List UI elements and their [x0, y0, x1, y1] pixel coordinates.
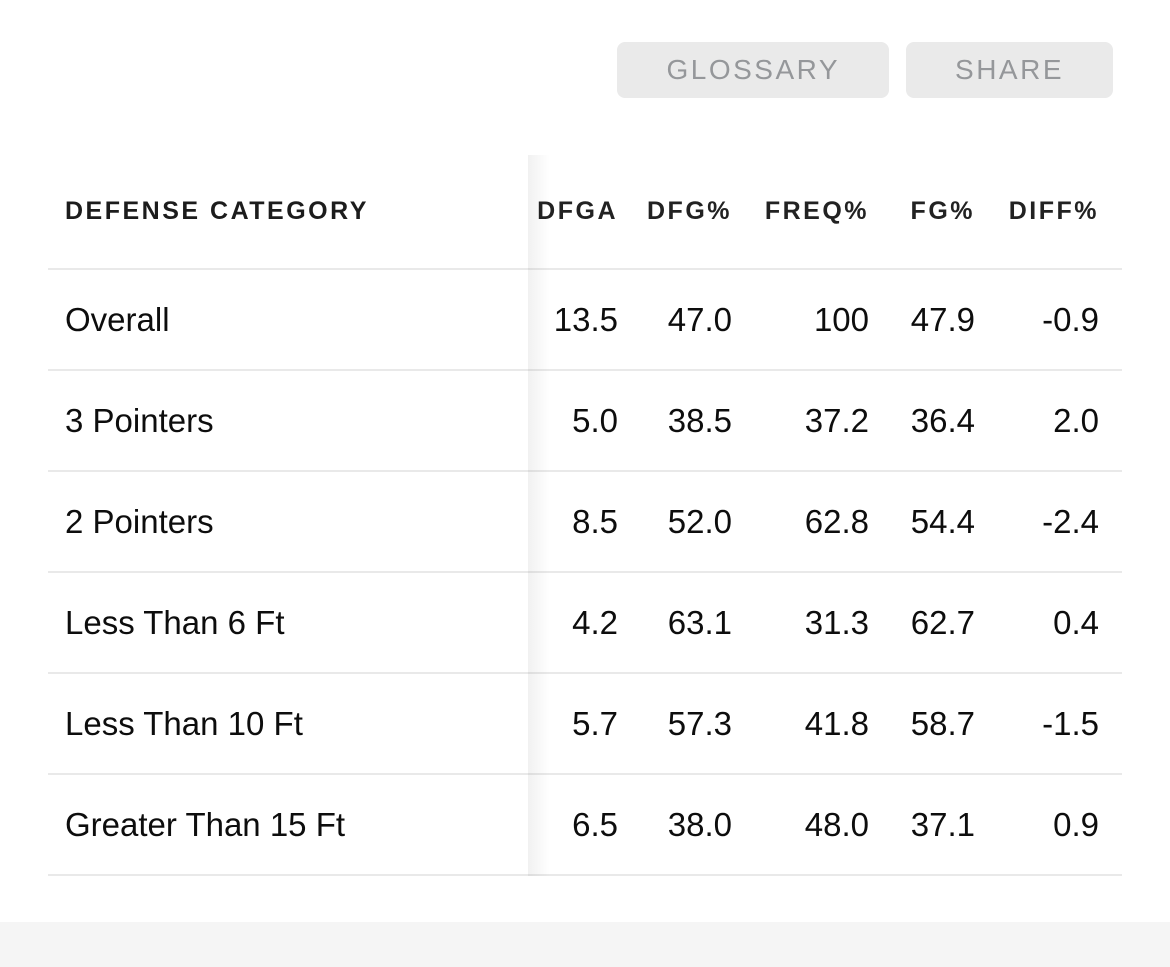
cell-dfg-pct: 38.5: [667, 401, 732, 439]
cell-freq-pct: 31.3: [804, 603, 869, 641]
column-header-freq-pct[interactable]: FREQ%: [764, 197, 869, 225]
column-header-defense-category[interactable]: DEFENSE CATEGORY: [65, 197, 369, 225]
cell-dfg-pct: 63.1: [667, 603, 732, 641]
cell-fg-pct: 54.4: [910, 502, 975, 540]
cell-dfga: 5.7: [572, 704, 618, 742]
glossary-button[interactable]: GLOSSARY: [617, 42, 890, 98]
cell-category: Overall: [65, 300, 170, 338]
cell-category: Greater Than 15 Ft: [65, 805, 346, 843]
cell-dfg-pct: 57.3: [667, 704, 732, 742]
cell-category: Less Than 6 Ft: [65, 603, 285, 641]
cell-category: 2 Pointers: [65, 502, 214, 540]
cell-fg-pct: 47.9: [910, 300, 975, 338]
column-header-diff-pct[interactable]: DIFF%: [1008, 197, 1099, 225]
cell-freq-pct: 48.0: [804, 805, 869, 843]
cell-diff-pct: -1.5: [1042, 704, 1099, 742]
table-row-overall: Overall 13.5 47.0 100 47.9 -0.9: [48, 270, 1122, 371]
cell-fg-pct: 36.4: [910, 401, 975, 439]
cell-category: Less Than 10 Ft: [65, 704, 303, 742]
cell-dfg-pct: 52.0: [667, 502, 732, 540]
cell-freq-pct: 37.2: [804, 401, 869, 439]
cell-dfga: 4.2: [572, 603, 618, 641]
cell-fg-pct: 58.7: [910, 704, 975, 742]
cell-freq-pct: 100: [813, 300, 869, 338]
cell-fg-pct: 62.7: [910, 603, 975, 641]
share-button[interactable]: SHARE: [906, 42, 1113, 98]
cell-category: 3 Pointers: [65, 401, 214, 439]
cell-diff-pct: 2.0: [1053, 401, 1099, 439]
footer-strip: [0, 922, 1170, 967]
table-row-3-pointers: 3 Pointers 5.0 38.5 37.2 36.4 2.0: [48, 371, 1122, 472]
toolbar: GLOSSARY SHARE: [0, 0, 1170, 98]
table-header-row: DEFENSE CATEGORY DFGA DFG% FREQ% FG% DIF…: [48, 155, 1122, 270]
defense-stats-table: DEFENSE CATEGORY DFGA DFG% FREQ% FG% DIF…: [48, 155, 1122, 876]
table-row-less-than-10-ft: Less Than 10 Ft 5.7 57.3 41.8 58.7 -1.5: [48, 674, 1122, 775]
cell-dfg-pct: 38.0: [667, 805, 732, 843]
column-header-fg-pct[interactable]: FG%: [910, 197, 975, 225]
table-row-2-pointers: 2 Pointers 8.5 52.0 62.8 54.4 -2.4: [48, 472, 1122, 573]
cell-freq-pct: 41.8: [804, 704, 869, 742]
cell-dfga: 8.5: [572, 502, 618, 540]
table-row-less-than-6-ft: Less Than 6 Ft 4.2 63.1 31.3 62.7 0.4: [48, 573, 1122, 674]
cell-diff-pct: -0.9: [1042, 300, 1099, 338]
cell-dfga: 6.5: [572, 805, 618, 843]
cell-dfga: 5.0: [572, 401, 618, 439]
column-header-dfga[interactable]: DFGA: [537, 197, 618, 225]
cell-dfg-pct: 47.0: [667, 300, 732, 338]
cell-dfga: 13.5: [553, 300, 618, 338]
cell-fg-pct: 37.1: [910, 805, 975, 843]
cell-freq-pct: 62.8: [804, 502, 869, 540]
cell-diff-pct: -2.4: [1042, 502, 1099, 540]
cell-diff-pct: 0.4: [1053, 603, 1099, 641]
column-header-dfg-pct[interactable]: DFG%: [647, 197, 732, 225]
cell-diff-pct: 0.9: [1053, 805, 1099, 843]
table-row-greater-than-15-ft: Greater Than 15 Ft 6.5 38.0 48.0 37.1 0.…: [48, 775, 1122, 876]
